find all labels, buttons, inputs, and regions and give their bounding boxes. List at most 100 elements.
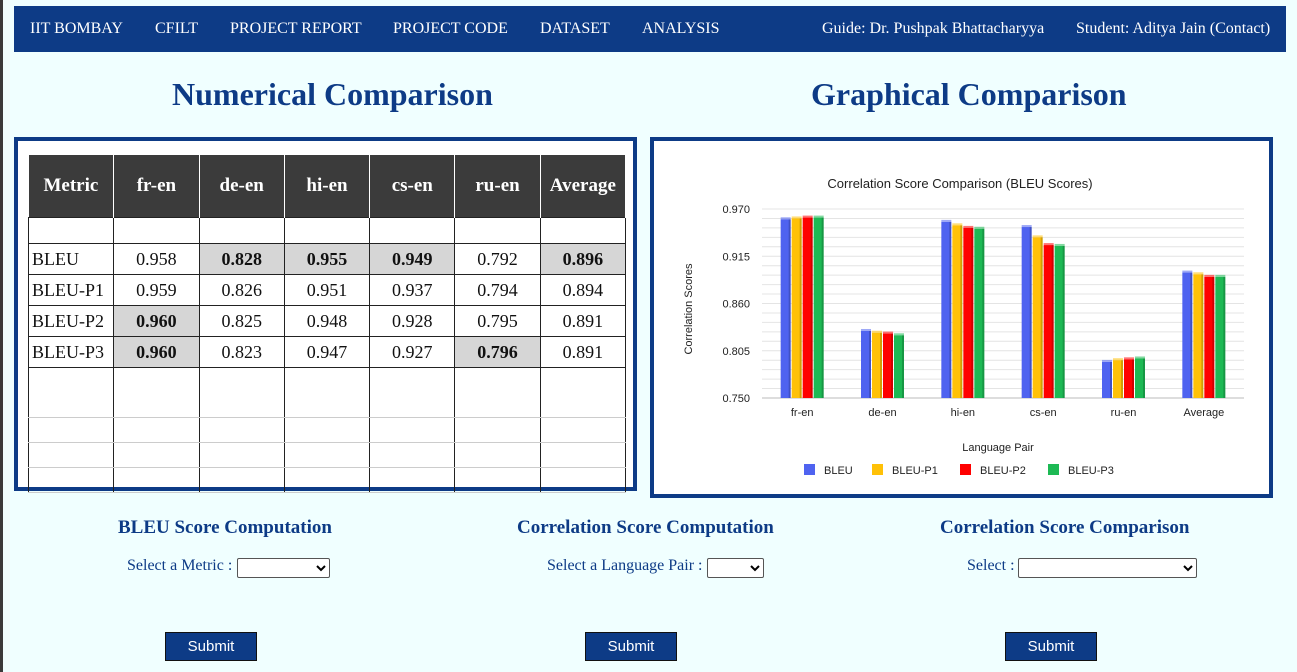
cell: 0.826	[198, 274, 285, 306]
legend-swatch	[872, 464, 883, 475]
chart-bar-shade	[788, 219, 791, 398]
comparison-submit-button[interactable]: Submit	[1005, 632, 1097, 661]
chart-bar[interactable]	[1043, 245, 1054, 398]
chart-ticks: 0.970 0.915 0.860 0.805 0.750 fr-en de-en hi-en…	[722, 204, 1224, 419]
table-empty-row	[28, 467, 627, 493]
chart-bar[interactable]	[1215, 276, 1226, 398]
table-spacer-row	[28, 217, 627, 244]
chart-bar[interactable]	[963, 227, 974, 398]
cell: 0.948	[283, 305, 371, 337]
chart-bars	[780, 215, 1226, 398]
chart-bar-shade	[1051, 245, 1054, 398]
chart-bar-shade	[1212, 276, 1215, 398]
chart-bar[interactable]	[974, 228, 985, 398]
chart-bar[interactable]	[1054, 245, 1065, 398]
cell: 0.960	[113, 336, 200, 368]
chart-x-tick-label: cs-en	[1030, 407, 1057, 419]
chart-bar[interactable]	[941, 221, 952, 398]
chart-bar[interactable]	[802, 217, 813, 398]
chart-bar-shade	[799, 218, 802, 398]
comparison-select[interactable]	[1018, 558, 1197, 578]
chart-bar[interactable]	[894, 335, 904, 398]
chart-bar[interactable]	[1021, 227, 1032, 398]
chart-bar-cap	[1102, 359, 1112, 362]
legend-label[interactable]: BLEU-P2	[980, 465, 1026, 477]
cell: 0.796	[454, 336, 541, 368]
language-pair-select[interactable]	[707, 558, 764, 578]
chart-bar[interactable]	[1193, 274, 1204, 398]
chart-grid	[762, 208, 1244, 399]
chart-bar-cap	[941, 219, 952, 222]
legend-label[interactable]: BLEU	[824, 465, 853, 477]
header-metric: Metric	[28, 155, 115, 218]
chart-bar-shade	[1110, 361, 1112, 398]
chart-bar[interactable]	[813, 217, 824, 398]
chart-bar-cap	[1043, 243, 1054, 246]
nav-cfilt[interactable]: CFILT	[155, 20, 198, 37]
chart-y-tick-label: 0.805	[722, 346, 750, 358]
chart-bar[interactable]	[1182, 272, 1193, 398]
chart-legend[interactable]: BLEU BLEU-P1 BLEU-P2 BLEU-P3	[804, 464, 1114, 477]
graphical-chart-panel: Correlation Score Comparison (BLEU Score…	[650, 137, 1273, 498]
chart-x-tick-label: de-en	[868, 407, 896, 419]
chart-x-tick-label: hi-en	[951, 407, 975, 419]
graphical-comparison-title: Graphical Comparison	[811, 76, 1127, 112]
chart-bar-cap	[1021, 225, 1032, 228]
select-metric-label: Select a Metric :	[127, 557, 233, 574]
correlation-submit-button[interactable]: Submit	[585, 632, 677, 661]
student-contact-link[interactable]: Student: Aditya Jain (Contact)	[1076, 20, 1271, 37]
metric-select[interactable]	[237, 558, 330, 578]
header-hi-en: hi-en	[284, 155, 371, 218]
cell: 0.947	[283, 336, 371, 368]
chart-bar[interactable]	[1135, 358, 1145, 398]
cell: 0.795	[454, 305, 541, 337]
chart-bar[interactable]	[791, 218, 802, 398]
nav-project-report[interactable]: PROJECT REPORT	[230, 20, 362, 37]
chart-bar-cap	[952, 223, 963, 226]
nav-project-code[interactable]: PROJECT CODE	[393, 20, 508, 37]
window-left-edge	[0, 0, 3, 672]
bleu-submit-button[interactable]: Submit	[165, 632, 257, 661]
chart-bar-shade	[1190, 272, 1193, 398]
header-fr-en: fr-en	[113, 155, 200, 218]
chart-bar-cap	[1032, 235, 1043, 238]
chart-bar[interactable]	[1124, 359, 1134, 398]
chart-bar[interactable]	[1204, 276, 1215, 398]
select-comparison-label: Select :	[967, 557, 1015, 574]
chart-bar-cap	[1113, 358, 1123, 361]
nav-dataset[interactable]: DATASET	[540, 20, 610, 37]
cell: 0.960	[113, 305, 200, 337]
chart-bar[interactable]	[1113, 360, 1123, 398]
chart-bar-shade	[1201, 274, 1204, 398]
chart-y-tick-label: 0.915	[722, 251, 750, 263]
chart-bar-shade	[821, 217, 824, 398]
legend-label[interactable]: BLEU-P1	[892, 465, 938, 477]
chart-bar[interactable]	[861, 330, 871, 398]
chart-bar[interactable]	[1032, 237, 1043, 398]
chart-bar-shade	[960, 225, 963, 398]
nav-iit-bombay[interactable]: IIT BOMBAY	[30, 20, 123, 37]
legend-label[interactable]: BLEU-P3	[1068, 465, 1114, 477]
chart-bar-cap	[974, 226, 985, 229]
bar-chart: Correlation Score Comparison (BLEU Score…	[683, 176, 1244, 477]
chart-bar-shade	[810, 217, 813, 398]
chart-bar[interactable]	[872, 332, 882, 398]
header-ru-en: ru-en	[454, 155, 541, 218]
chart-bar-shade	[902, 335, 904, 398]
cell: 0.896	[539, 243, 627, 275]
cell: 0.959	[113, 274, 200, 306]
chart-y-tick-label: 0.970	[722, 204, 750, 216]
table-header-row: Metric fr-en de-en hi-en cs-en ru-en Ave…	[28, 155, 627, 218]
table-row: BLEU-P3 0.960 0.823 0.947 0.927 0.796 0.…	[28, 336, 627, 368]
nav-analysis[interactable]: ANALYSIS	[642, 20, 720, 37]
legend-swatch	[804, 464, 815, 475]
chart-title: Correlation Score Comparison (BLEU Score…	[827, 176, 1092, 191]
chart-bar[interactable]	[883, 333, 893, 398]
chart-bar[interactable]	[1102, 361, 1112, 398]
bleu-computation-title: BLEU Score Computation	[118, 517, 332, 538]
header-de-en: de-en	[199, 155, 285, 218]
correlation-computation-title: Correlation Score Computation	[517, 517, 774, 538]
row-label: BLEU-P3	[28, 336, 115, 368]
chart-bar[interactable]	[952, 225, 963, 398]
chart-bar[interactable]	[780, 219, 791, 398]
